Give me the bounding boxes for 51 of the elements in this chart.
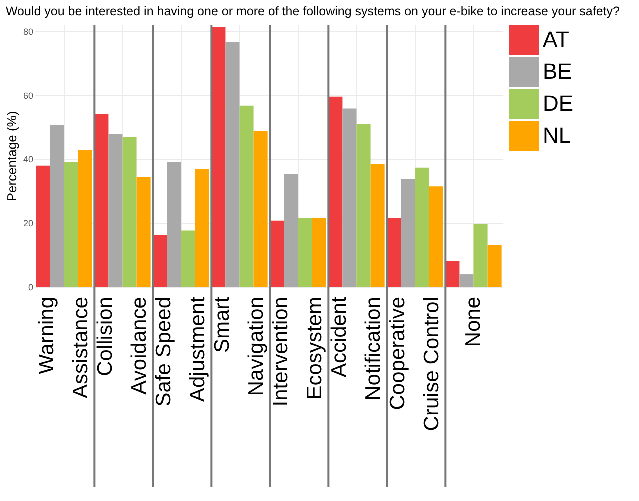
bar (312, 218, 326, 287)
x-tick-label: Safe Speed Adjustment (152, 296, 210, 407)
x-tick-label: Warning Assistance (35, 297, 92, 399)
bar (78, 150, 92, 287)
bar (460, 274, 474, 287)
bar (401, 179, 416, 287)
bar (488, 245, 502, 287)
bar (50, 125, 64, 287)
x-tick-label: Accident Notification (328, 296, 385, 401)
bar (474, 224, 488, 287)
bar (342, 108, 357, 287)
x-tick-label: None (462, 297, 485, 348)
bar (446, 261, 460, 287)
x-tick-label: Collision Avoidance (94, 297, 151, 395)
y-tick-label: 80 (23, 26, 34, 37)
bar (370, 164, 385, 287)
bar (284, 174, 298, 287)
bar (226, 42, 240, 287)
bar (167, 162, 182, 287)
bar (270, 220, 284, 287)
bar (328, 96, 343, 287)
bar (108, 134, 123, 287)
bar (36, 166, 50, 287)
bar (387, 218, 402, 287)
bar (195, 169, 210, 287)
bar (429, 186, 444, 287)
y-tick-label: 60 (23, 90, 34, 101)
bar (64, 162, 78, 287)
legend-label: DE (543, 91, 574, 116)
y-axis-title: Percentage (%) (4, 111, 20, 202)
x-tick-label: Smart Navigation (210, 296, 268, 396)
legend-label: BE (543, 59, 572, 84)
bar (181, 230, 196, 287)
bar (415, 168, 430, 287)
bar (240, 106, 254, 287)
bar (298, 218, 312, 287)
x-tick-label: Cooperative Cruise Control (386, 297, 444, 432)
y-tick-label: 40 (23, 154, 34, 165)
bar (136, 177, 151, 287)
bar (122, 137, 137, 287)
legend-label: NL (543, 123, 572, 148)
bar (94, 114, 109, 287)
bar (153, 235, 168, 287)
bar (356, 124, 371, 287)
y-tick-label: 20 (23, 218, 34, 229)
y-tick-label: 0 (28, 282, 34, 292)
bar (212, 28, 226, 287)
chart-title: Would you be interested in having one or more of the following systems on your e-bike to increase your safety? (6, 4, 620, 18)
bar (254, 131, 268, 287)
legend-label: AT (543, 27, 570, 52)
x-tick-label: Intervention Ecosystem (269, 297, 326, 407)
